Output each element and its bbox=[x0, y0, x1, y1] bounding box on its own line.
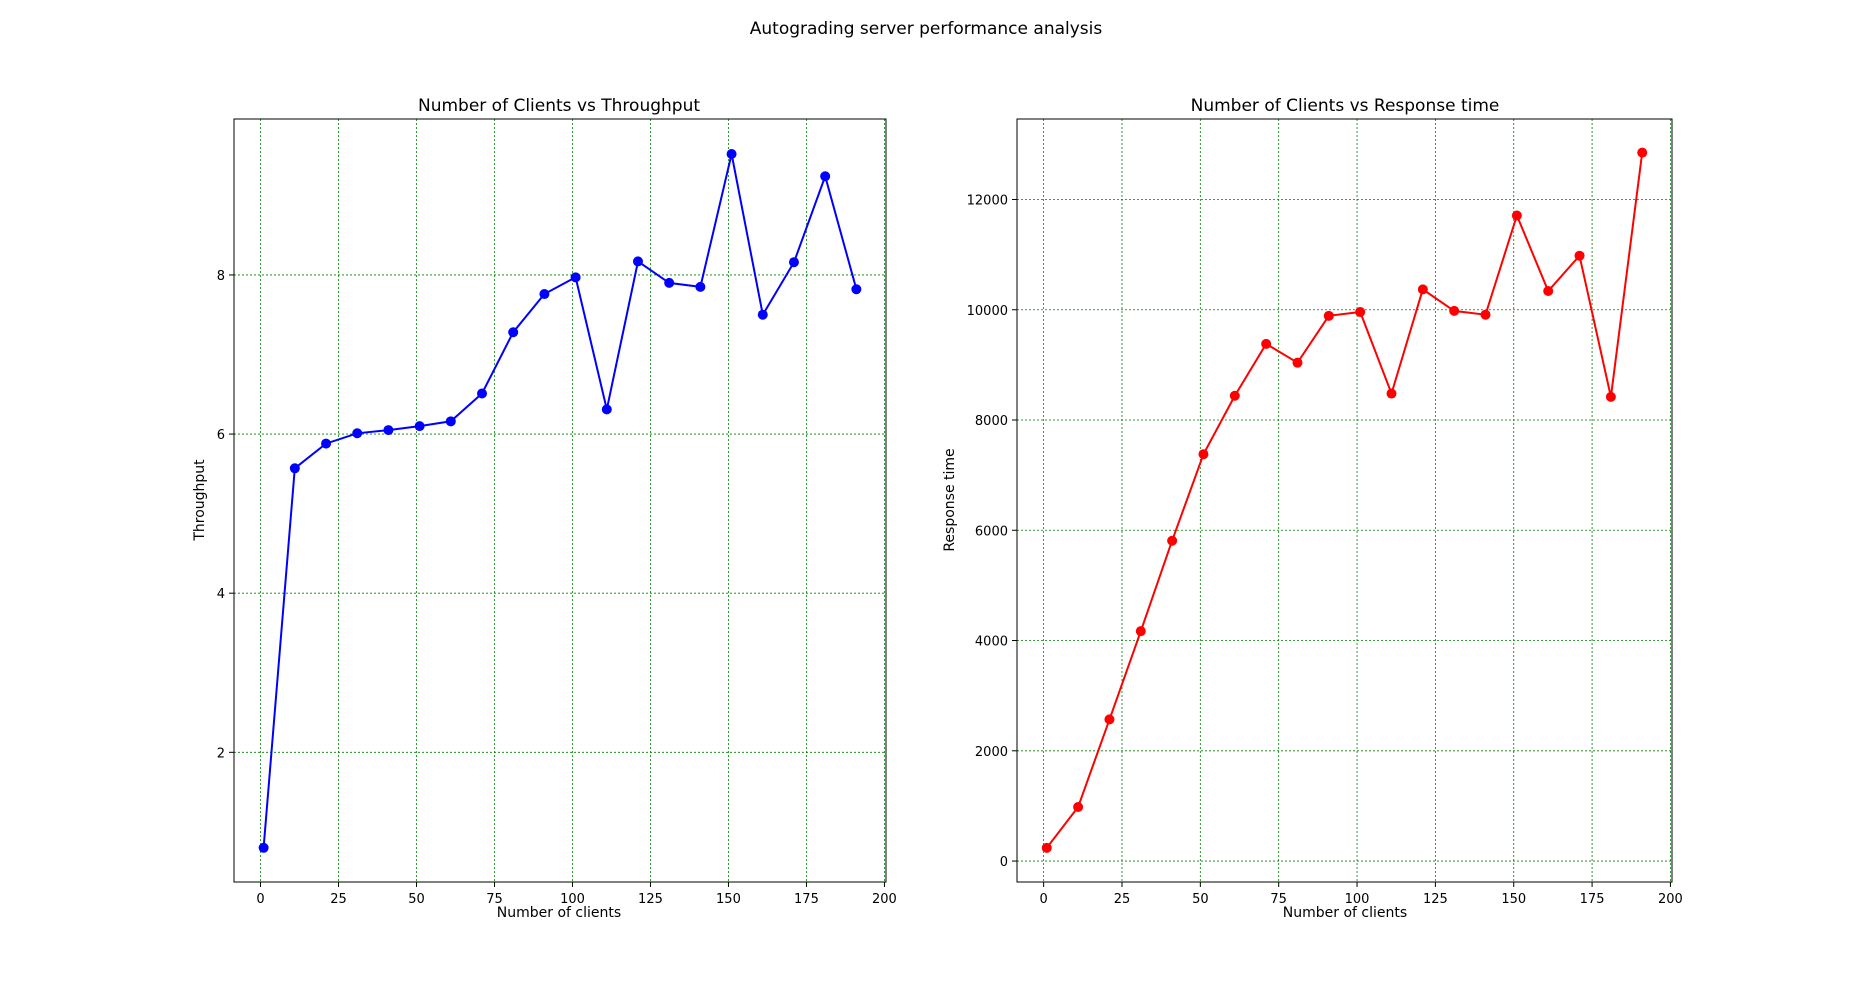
y-tick-label: 6000 bbox=[975, 524, 1008, 539]
y-tick-label: 8 bbox=[217, 269, 225, 284]
data-point bbox=[1543, 286, 1554, 297]
chart-title: Number of Clients vs Throughput bbox=[418, 96, 700, 116]
data-point bbox=[1292, 357, 1303, 368]
series-line bbox=[262, 153, 858, 848]
y-tick-label: 4 bbox=[217, 587, 225, 602]
data-point bbox=[258, 842, 269, 853]
data-point bbox=[539, 289, 550, 300]
data-point bbox=[664, 277, 675, 288]
data-point bbox=[1574, 250, 1585, 261]
data-point bbox=[1417, 284, 1428, 295]
data-point bbox=[788, 257, 799, 268]
x-tick-label: 75 bbox=[1270, 892, 1287, 907]
x-tick-label: 50 bbox=[408, 892, 425, 907]
data-point bbox=[851, 284, 862, 295]
x-tick-label: 200 bbox=[1658, 892, 1683, 907]
data-point bbox=[445, 416, 456, 427]
data-point bbox=[1355, 306, 1366, 317]
data-point bbox=[820, 171, 831, 182]
x-tick-label: 150 bbox=[716, 892, 741, 907]
chart-title: Number of Clients vs Response time bbox=[1191, 96, 1500, 116]
x-tick-label: 125 bbox=[1423, 892, 1448, 907]
x-tick-label: 75 bbox=[486, 892, 503, 907]
x-tick-label: 100 bbox=[560, 892, 585, 907]
data-point bbox=[1386, 388, 1397, 399]
data-point bbox=[1041, 842, 1052, 853]
y-axis-label: Response time bbox=[942, 448, 958, 551]
x-tick-label: 25 bbox=[330, 892, 347, 907]
y-tick-label: 4000 bbox=[975, 635, 1008, 650]
y-tick-label: 0 bbox=[1000, 855, 1008, 870]
y-tick-label: 12000 bbox=[967, 193, 1008, 208]
data-point bbox=[601, 404, 612, 415]
data-point bbox=[383, 425, 394, 436]
y-tick-label: 2 bbox=[217, 746, 225, 761]
data-point bbox=[1605, 391, 1616, 402]
data-point bbox=[632, 256, 643, 267]
x-tick-label: 150 bbox=[1501, 892, 1526, 907]
y-tick-label: 8000 bbox=[975, 414, 1008, 429]
data-point bbox=[1480, 309, 1491, 320]
data-point bbox=[508, 327, 519, 338]
y-axis-label: Throughput bbox=[192, 459, 208, 542]
x-tick-label: 175 bbox=[1580, 892, 1605, 907]
x-tick-label: 125 bbox=[638, 892, 663, 907]
data-point bbox=[1229, 390, 1240, 401]
data-point bbox=[695, 281, 706, 292]
data-point bbox=[352, 428, 363, 439]
x-tick-label: 175 bbox=[794, 892, 819, 907]
plot-frame bbox=[1016, 118, 1673, 883]
x-tick-label: 0 bbox=[256, 892, 264, 907]
data-point bbox=[1511, 210, 1522, 221]
data-point bbox=[1323, 310, 1334, 321]
data-point bbox=[1167, 535, 1178, 546]
x-tick-label: 25 bbox=[1114, 892, 1131, 907]
response-time-chart: Number of Clients vs Response time Numbe… bbox=[942, 96, 1683, 921]
plot-frame bbox=[233, 118, 887, 883]
data-point bbox=[1198, 449, 1209, 460]
data-point bbox=[726, 149, 737, 160]
data-point bbox=[289, 463, 300, 474]
data-point bbox=[477, 388, 488, 399]
y-tick-label: 6 bbox=[217, 428, 225, 443]
data-point bbox=[757, 309, 768, 320]
x-tick-label: 100 bbox=[1345, 892, 1370, 907]
figure-suptitle: Autograding server performance analysis bbox=[750, 19, 1103, 39]
data-point bbox=[1135, 626, 1146, 637]
y-tick-label: 2000 bbox=[975, 745, 1008, 760]
data-point bbox=[1073, 802, 1084, 813]
x-axis-label: Number of clients bbox=[1283, 905, 1407, 921]
data-point bbox=[570, 272, 581, 283]
y-tick-label: 10000 bbox=[967, 304, 1008, 319]
data-point bbox=[321, 438, 332, 449]
data-point bbox=[1449, 305, 1460, 316]
throughput-chart: Number of Clients vs Throughput Number o… bbox=[192, 96, 897, 921]
x-axis-label: Number of clients bbox=[497, 905, 621, 921]
x-tick-label: 200 bbox=[872, 892, 897, 907]
x-tick-label: 50 bbox=[1192, 892, 1209, 907]
data-point bbox=[414, 421, 425, 432]
series-line bbox=[1046, 152, 1644, 849]
data-point bbox=[1637, 147, 1648, 158]
data-point bbox=[1261, 338, 1272, 349]
data-point bbox=[1104, 714, 1115, 725]
x-tick-label: 0 bbox=[1039, 892, 1047, 907]
